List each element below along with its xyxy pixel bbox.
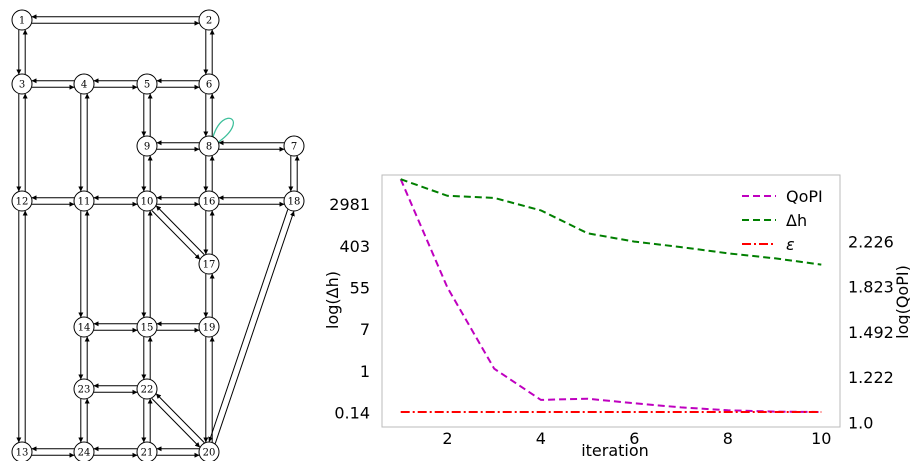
- left-tick-label: 55: [350, 278, 370, 297]
- node-label: 7: [291, 142, 297, 153]
- right-tick-label: 1.823: [848, 278, 894, 297]
- node-5: 5: [136, 73, 158, 95]
- x-tick-label: 10: [811, 429, 831, 448]
- node-label: 3: [19, 80, 25, 91]
- node-19: 19: [198, 316, 220, 338]
- node-label: 8: [206, 142, 212, 153]
- node-24: 24: [73, 441, 95, 461]
- left-tick-label: 1: [360, 362, 370, 381]
- series-line-1: [400, 178, 822, 266]
- node-13: 13: [11, 441, 33, 461]
- node-label: 9: [144, 142, 150, 153]
- node-label: 6: [206, 80, 212, 91]
- node-16: 16: [198, 190, 220, 212]
- series-line-0: [399, 178, 822, 413]
- node-label: 13: [16, 448, 29, 459]
- plot-frame: [381, 174, 841, 428]
- node-label: 1: [19, 16, 25, 27]
- node-label: 23: [78, 385, 91, 396]
- node-label: 14: [78, 323, 91, 334]
- node-label: 24: [78, 448, 91, 459]
- node-15: 15: [136, 316, 158, 338]
- node-label: 19: [203, 323, 216, 334]
- right-axis-ticks: 1.0 1.222 1.492 1.823 2.226: [848, 233, 894, 433]
- node-label: 12: [16, 197, 29, 208]
- node-label: 20: [203, 448, 216, 459]
- node-label: 10: [141, 197, 154, 208]
- right-tick-label: 1.0: [848, 413, 873, 432]
- left-tick-label: 2981: [329, 195, 370, 214]
- left-axis-ticks: 0.14 1 7 55 403 2981: [329, 195, 370, 422]
- series-layer: [399, 178, 822, 413]
- edge-17-10: [155, 205, 205, 255]
- node-label: 17: [203, 260, 216, 271]
- node-label: 4: [81, 80, 87, 91]
- right-tick-label: 1.222: [848, 368, 894, 387]
- node-10: 10: [136, 190, 158, 212]
- node-label: 16: [203, 197, 216, 208]
- edge-22-20: [151, 398, 201, 448]
- node-label: 22: [141, 385, 154, 396]
- node-21: 21: [136, 441, 158, 461]
- legend: QoPI Δh ε: [742, 187, 823, 254]
- node-2: 2: [198, 9, 220, 31]
- node-17: 17: [198, 253, 220, 275]
- right-tick-label: 2.226: [848, 233, 894, 252]
- node-label: 11: [78, 197, 91, 208]
- node-label: 18: [288, 197, 301, 208]
- left-tick-label: 7: [360, 320, 370, 339]
- x-tick-label: 8: [723, 429, 733, 448]
- self-loop-8: [212, 117, 234, 144]
- node-22: 22: [136, 378, 158, 400]
- node-23: 23: [73, 378, 95, 400]
- node-20: 20: [198, 441, 220, 461]
- node-3: 3: [11, 73, 33, 95]
- node-6: 6: [198, 73, 220, 95]
- node-14: 14: [73, 316, 95, 338]
- left-tick-label: 0.14: [334, 403, 370, 422]
- node-12: 12: [11, 190, 33, 212]
- node-11: 11: [73, 190, 95, 212]
- x-tick-label: 2: [442, 429, 452, 448]
- node-label: 2: [206, 16, 212, 27]
- node-label: 5: [144, 80, 150, 91]
- node-9: 9: [136, 135, 158, 157]
- x-axis-label: iteration: [581, 441, 649, 460]
- node-7: 7: [283, 135, 305, 157]
- legend-label: Δh: [786, 211, 807, 230]
- left-axis-label: log(Δh): [323, 271, 342, 329]
- node-1: 1: [11, 9, 33, 31]
- x-tick-label: 4: [536, 429, 546, 448]
- legend-label: QoPI: [786, 187, 823, 206]
- node-18: 18: [283, 190, 305, 212]
- edge-10-17: [151, 210, 201, 260]
- legend-label: ε: [786, 235, 795, 254]
- node-label: 15: [141, 323, 154, 334]
- node-8: 8: [198, 135, 220, 157]
- x-tick-label: 6: [629, 429, 639, 448]
- left-tick-label: 403: [339, 237, 370, 256]
- edge-18-20: [208, 209, 289, 442]
- edge-20-18: [214, 211, 295, 444]
- x-axis-ticks: 2 4 6 8 10: [442, 429, 831, 448]
- right-axis-label: log(QoPI): [893, 265, 910, 339]
- right-tick-label: 1.492: [848, 323, 894, 342]
- node-label: 21: [141, 448, 154, 459]
- node-4: 4: [73, 73, 95, 95]
- edge-20-22: [155, 393, 205, 443]
